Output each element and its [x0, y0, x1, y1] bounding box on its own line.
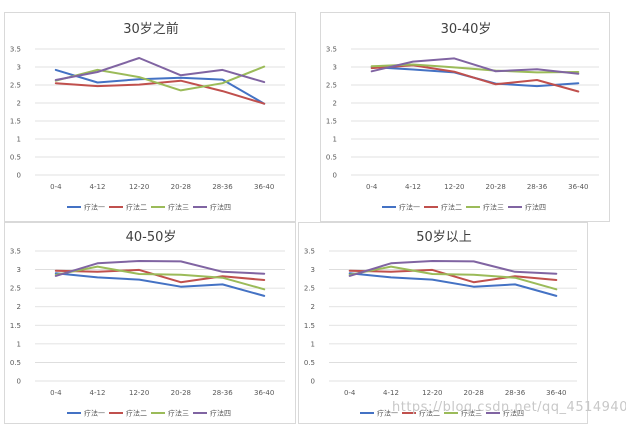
y-tick-label: 0: [333, 172, 337, 180]
y-tick-label: 0.5: [304, 359, 315, 367]
legend-label: 疗法一: [399, 203, 420, 212]
series-line-2: [348, 268, 558, 284]
x-tick-label: 28-36: [212, 183, 233, 191]
y-tick-label: 3: [333, 64, 337, 72]
y-tick-label: 1: [17, 340, 21, 348]
x-tick-label: 12-20: [129, 183, 149, 191]
chart-title: 30-40岁: [441, 22, 492, 37]
series-line-2: [54, 268, 266, 284]
y-tick-label: 2.5: [10, 285, 21, 293]
legend-label: 疗法三: [483, 203, 504, 212]
chart-panel-over-50: 50岁以上 0 0.5 1 1.5 2 2.5 3 3.5 0-4 4-12 12-20 20-28 28…: [298, 222, 588, 424]
y-tick-label: 0.5: [10, 359, 21, 367]
legend-label: 疗法二: [419, 409, 440, 418]
x-tick-label: 0-4: [344, 389, 356, 397]
legend-label: 疗法三: [461, 409, 482, 418]
y-tick-label: 3.5: [304, 248, 315, 256]
y-tick-label: 1.5: [10, 118, 21, 126]
series-line-1: [54, 272, 266, 297]
x-tick-label: 36-40: [254, 389, 274, 397]
y-tick-label: 2.5: [326, 82, 337, 90]
y-tick-label: 2: [17, 100, 21, 108]
watermark: https://blog.csdn.net/qq_45149408: [392, 400, 626, 415]
y-tick-label: 1: [311, 340, 315, 348]
x-tick-label: 0-4: [50, 183, 62, 191]
chart-svg: 30-40岁 0 0.5 1 1.5 2 2.5 3 3.5 0-4 4-12 12-20 20-28 2…: [326, 22, 599, 212]
y-tick-label: 0: [17, 378, 21, 386]
series-line-1: [348, 272, 558, 297]
series-line-1: [54, 68, 266, 105]
x-tick-label: 12-20: [444, 183, 464, 191]
y-tick-label: 0.5: [10, 154, 21, 162]
y-tick-label: 1: [333, 136, 337, 144]
y-tick-label: 3.5: [326, 46, 337, 54]
legend-label: 疗法四: [210, 409, 231, 418]
y-tick-label: 2.5: [10, 82, 21, 90]
chart-svg: 50岁以上 0 0.5 1 1.5 2 2.5 3 3.5 0-4 4-12 12-20 20-28 28…: [304, 230, 577, 418]
x-tick-label: 28-36: [505, 389, 526, 397]
legend-label: 疗法四: [503, 409, 524, 418]
chart-svg: 30岁之前 0 0.5 1 1.5 2 2.5 3 3.5 0-4 4-12 12-20 20-28 28…: [10, 21, 285, 212]
chart-panel-40-50: 40-50岁 0 0.5 1 1.5 2 2.5 3 3.5 0-4 4-12 12-20 20-28 2…: [4, 222, 296, 424]
legend-label: 疗法二: [441, 203, 462, 212]
legend-label: 疗法一: [84, 203, 105, 212]
legend-label: 疗法一: [84, 409, 105, 418]
x-tick-label: 4-12: [90, 389, 106, 397]
x-tick-label: 28-36: [527, 183, 548, 191]
series-line-2: [54, 79, 266, 105]
series-line-4: [348, 260, 558, 277]
x-tick-label: 4-12: [383, 389, 399, 397]
x-tick-label: 20-28: [463, 389, 483, 397]
y-tick-label: 0: [17, 172, 21, 180]
series-line-4: [54, 260, 266, 277]
y-tick-label: 3: [17, 266, 21, 274]
series-line-3: [54, 265, 266, 291]
legend-label: 疗法一: [377, 409, 398, 418]
series-line-3: [370, 63, 580, 74]
x-tick-label: 12-20: [422, 389, 442, 397]
legend-label: 疗法三: [168, 203, 189, 212]
y-tick-label: 3: [17, 64, 21, 72]
y-tick-label: 2: [311, 303, 315, 311]
y-tick-label: 0: [311, 378, 315, 386]
y-tick-label: 2: [17, 303, 21, 311]
y-tick-label: 1.5: [326, 118, 337, 126]
x-tick-label: 28-36: [212, 389, 233, 397]
x-tick-label: 20-28: [171, 183, 191, 191]
legend-label: 疗法三: [168, 409, 189, 418]
y-tick-label: 2.5: [304, 285, 315, 293]
y-tick-label: 1.5: [304, 322, 315, 330]
x-tick-label: 4-12: [90, 183, 106, 191]
y-tick-label: 3: [311, 266, 315, 274]
legend-label: 疗法二: [126, 409, 147, 418]
series-line-3: [348, 265, 558, 291]
x-tick-label: 4-12: [405, 183, 421, 191]
legend-label: 疗法二: [126, 203, 147, 212]
series-line-4: [54, 57, 266, 84]
x-tick-label: 0-4: [50, 389, 62, 397]
x-tick-label: 36-40: [254, 183, 274, 191]
y-tick-label: 3.5: [10, 46, 21, 54]
legend-label: 疗法四: [525, 203, 546, 212]
legend-label: 疗法四: [210, 203, 231, 212]
x-tick-label: 20-28: [171, 389, 191, 397]
y-tick-label: 3.5: [10, 248, 21, 256]
x-tick-label: 36-40: [546, 389, 566, 397]
x-tick-label: 36-40: [568, 183, 588, 191]
series-line-3: [54, 65, 266, 92]
chart-title: 50岁以上: [416, 230, 472, 245]
x-tick-label: 0-4: [366, 183, 378, 191]
y-tick-label: 1: [17, 136, 21, 144]
chart-title: 40-50岁: [126, 230, 177, 245]
chart-panel-under-30: 30岁之前 0 0.5 1 1.5 2 2.5 3 3.5 0-4 4-12 12-20 20-28 28…: [4, 12, 296, 222]
chart-svg: 40-50岁 0 0.5 1 1.5 2 2.5 3 3.5 0-4 4-12 12-20 20-28 2…: [10, 230, 285, 418]
y-tick-label: 2: [333, 100, 337, 108]
x-tick-label: 12-20: [129, 389, 149, 397]
y-tick-label: 1.5: [10, 322, 21, 330]
x-tick-label: 20-28: [485, 183, 505, 191]
chart-panel-30-40: 30-40岁 0 0.5 1 1.5 2 2.5 3 3.5 0-4 4-12 12-20 20-28 2…: [320, 12, 610, 222]
chart-title: 30岁之前: [123, 21, 179, 37]
series-line-4: [370, 57, 580, 75]
y-tick-label: 0.5: [326, 154, 337, 162]
